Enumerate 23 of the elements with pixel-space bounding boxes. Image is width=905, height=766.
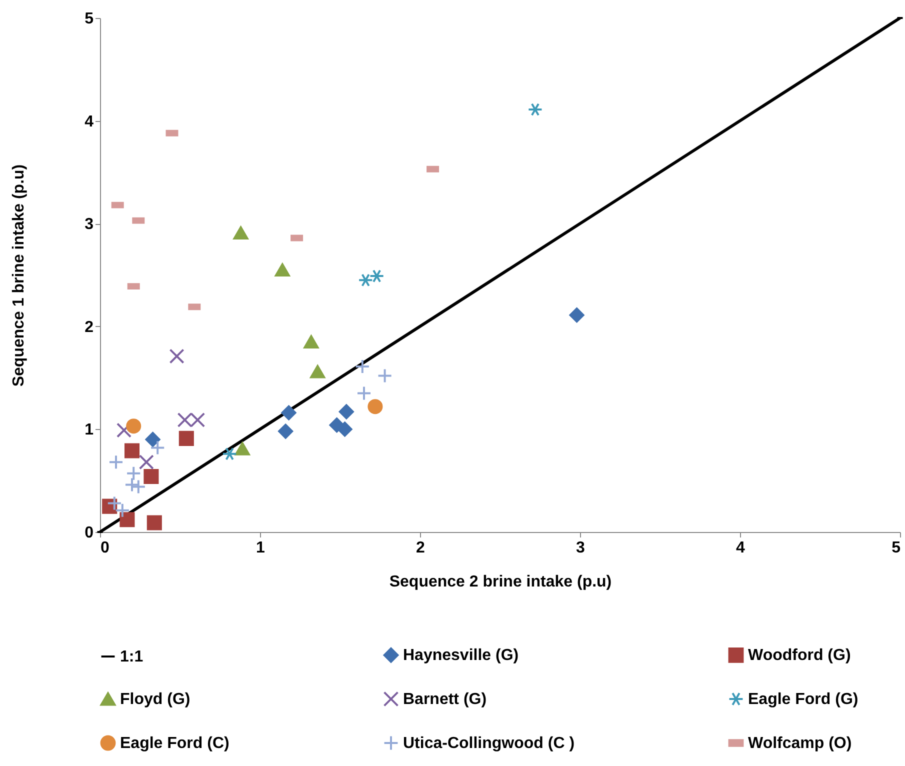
y-tick-label: 5 bbox=[84, 10, 94, 28]
x-tick-label: 2 bbox=[416, 540, 426, 556]
y-tick-label: 3 bbox=[84, 216, 94, 234]
x-tick-label: 3 bbox=[576, 540, 586, 556]
x-tick-label: 0 bbox=[100, 540, 110, 556]
legend-label: 1:1 bbox=[120, 648, 144, 666]
legend-label: Woodford (G) bbox=[748, 647, 851, 664]
y-tick-label: 0 bbox=[84, 524, 94, 542]
legend-label: Utica-Collingwood (C ) bbox=[403, 735, 575, 752]
legend-label: Barnett (G) bbox=[403, 691, 487, 708]
legend-label: Wolfcamp (O) bbox=[748, 735, 852, 752]
legend-label: Eagle Ford (C) bbox=[120, 735, 230, 752]
y-tick-label: 2 bbox=[84, 318, 94, 336]
legend-label: Floyd (G) bbox=[120, 691, 190, 708]
x-tick-label: 1 bbox=[256, 540, 266, 556]
legend-label: Eagle Ford (G) bbox=[748, 691, 858, 708]
legend-label: Haynesville (G) bbox=[403, 647, 519, 664]
y-tick-label: 1 bbox=[84, 422, 94, 439]
x-tick-label: 4 bbox=[736, 540, 746, 556]
y-axis-title: Sequence 1 brine intake (p.u) bbox=[10, 164, 28, 387]
y-tick-label: 4 bbox=[84, 113, 94, 130]
x-axis-title: Sequence 2 brine intake (p.u) bbox=[389, 574, 612, 590]
x-tick-label: 5 bbox=[892, 540, 901, 556]
